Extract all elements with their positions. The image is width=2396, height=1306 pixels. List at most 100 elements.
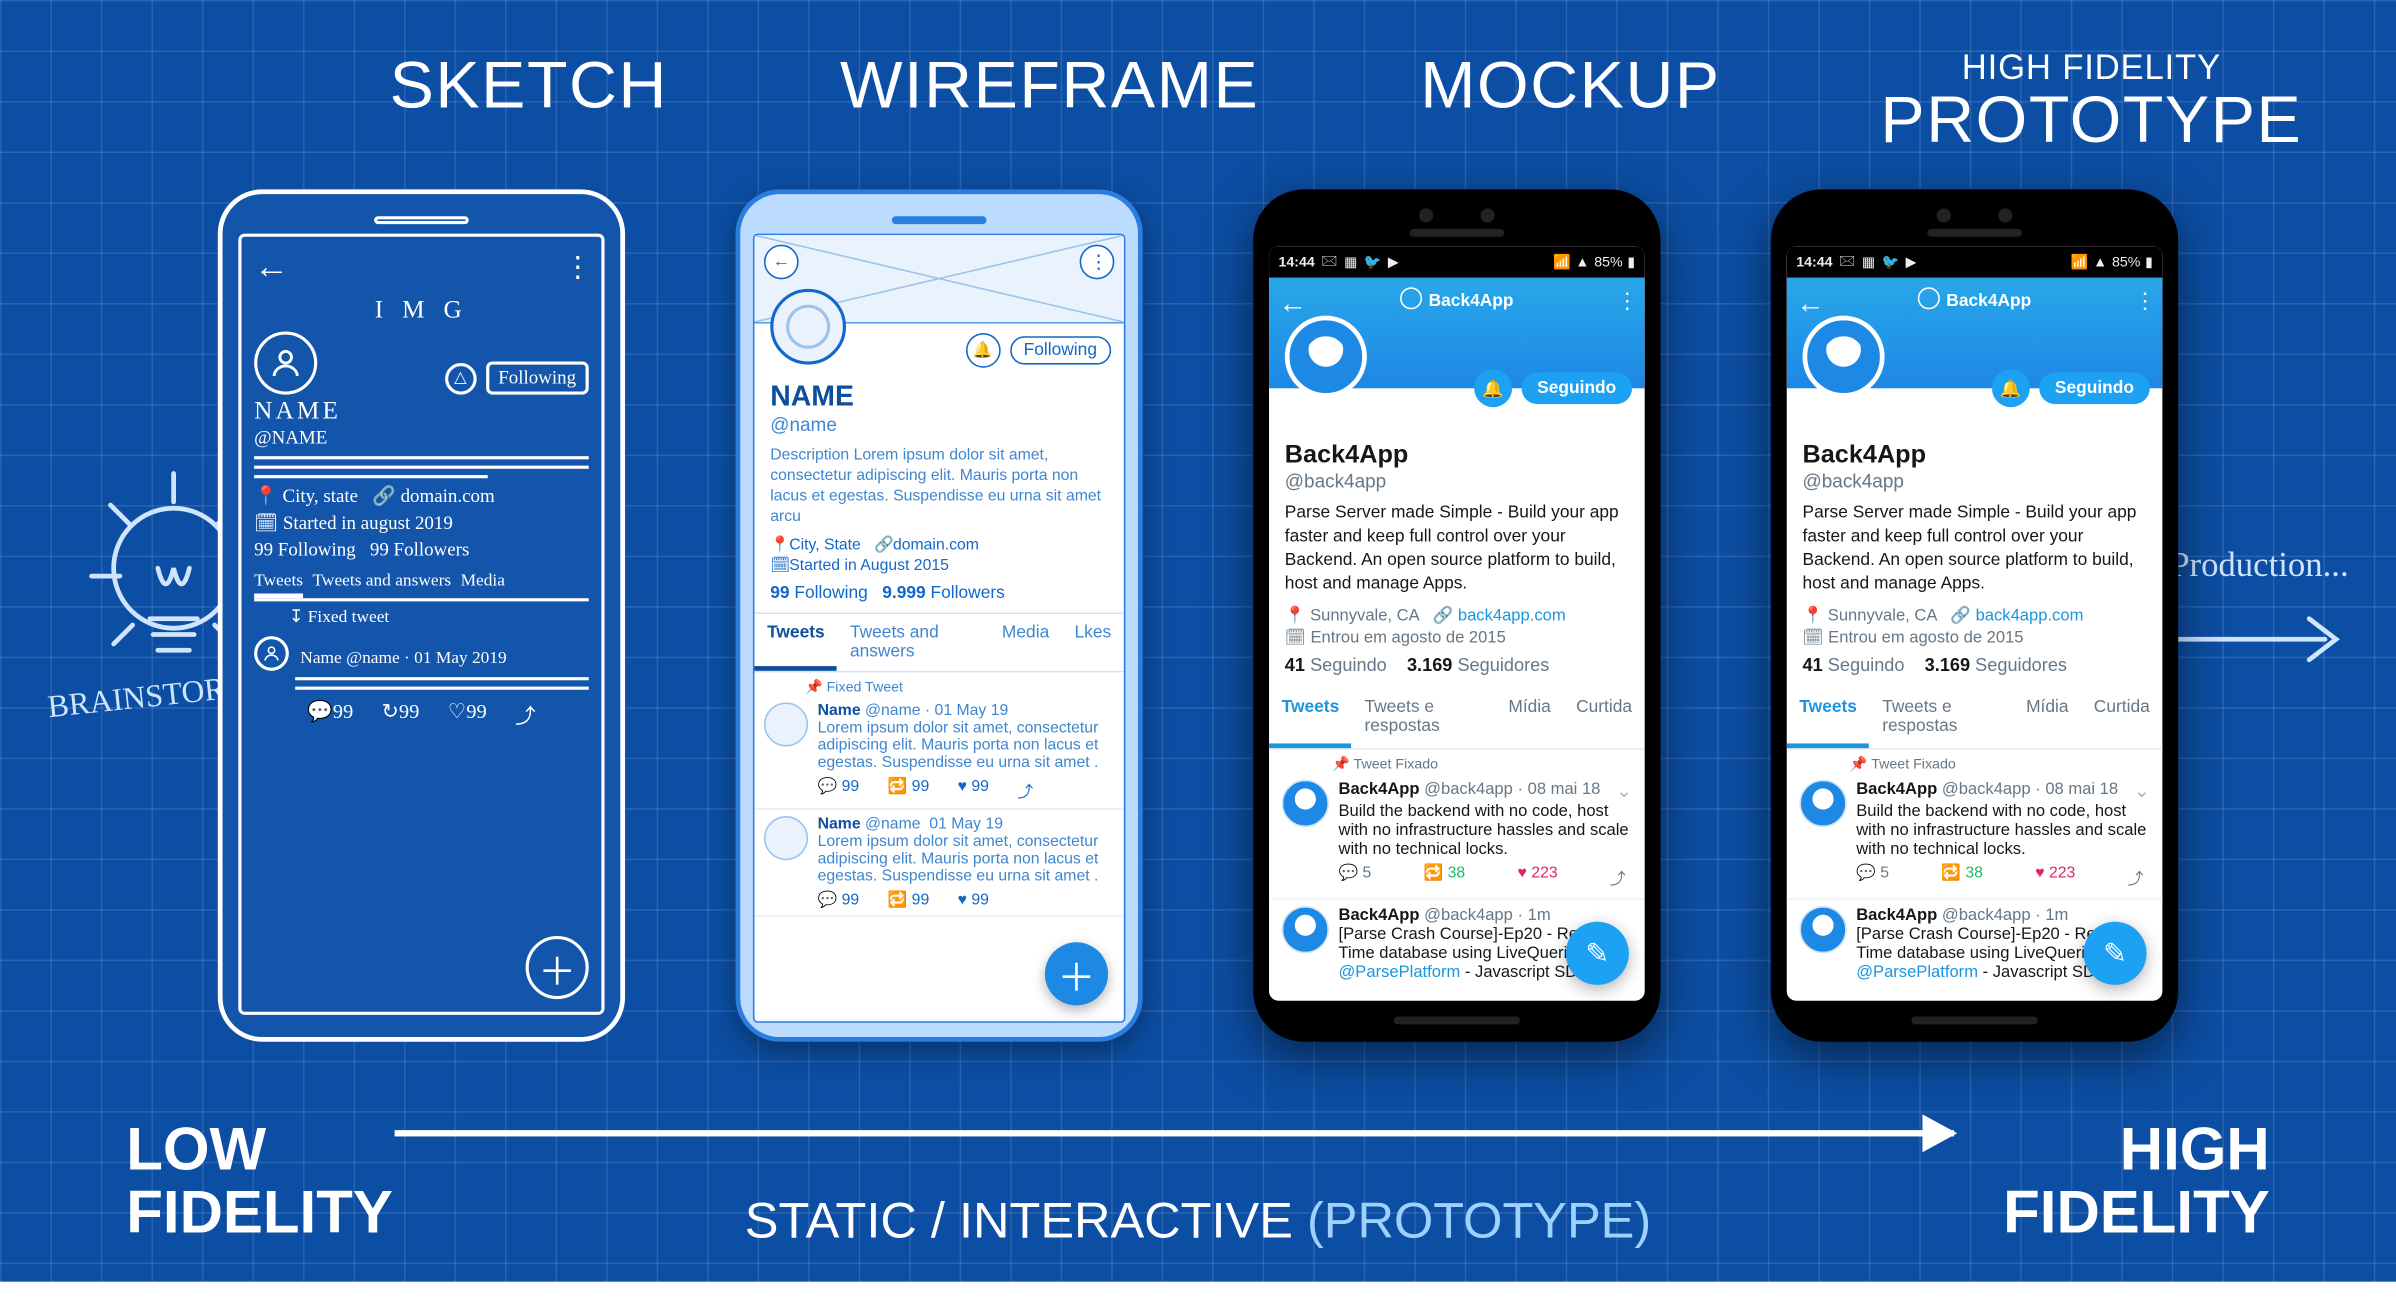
tweet[interactable]: Back4App @back4app · 08 mai 18⌄ Build th… <box>1269 774 1645 900</box>
tab-answers[interactable]: Tweets and answers <box>837 614 989 671</box>
banner-placeholder: I M G <box>254 297 589 325</box>
more-icon[interactable]: ⋮ <box>563 250 588 283</box>
chevron-down-icon[interactable]: ⌄ <box>2134 780 2150 802</box>
back-icon[interactable]: ← <box>1796 287 1824 320</box>
compose-fab[interactable]: ＋ <box>526 936 589 999</box>
tweet-avatar[interactable] <box>764 816 808 860</box>
retweet-icon[interactable]: 🔁 99 <box>888 892 930 909</box>
bell-icon[interactable]: 🔔 <box>965 333 1000 368</box>
meta-started: Entrou em agosto de 2015 <box>1828 629 2023 648</box>
retweet-icon[interactable]: 🔁 38 <box>1941 866 1983 890</box>
avatar[interactable] <box>254 331 317 394</box>
reply-icon[interactable]: 💬 99 <box>818 892 860 909</box>
meta-started: Entrou em agosto de 2015 <box>1310 629 1505 648</box>
like-icon[interactable]: ♥ 223 <box>2035 866 2075 890</box>
tab-replies[interactable]: Tweets e respostas <box>1870 686 2014 749</box>
share-icon[interactable]: ⤴ <box>1610 866 1626 890</box>
tab-tweets[interactable]: Tweets <box>1269 686 1352 749</box>
bell-icon[interactable]: 🔔 <box>1992 369 2030 407</box>
avatar[interactable] <box>770 289 846 365</box>
tweet-avatar[interactable] <box>764 702 808 746</box>
reply-icon[interactable]: 💬 5 <box>1338 866 1371 890</box>
profile-handle: @back4app <box>1803 470 2147 492</box>
following-button[interactable]: Seguindo <box>2039 373 2150 405</box>
banner-brand: Back4App <box>1787 278 2163 311</box>
tweet[interactable]: Name @name · 01 May 19 Lorem ipsum dolor… <box>754 696 1123 810</box>
tweet[interactable]: Name @name 01 May 19 Lorem ipsum dolor s… <box>754 810 1123 917</box>
stat-followers[interactable]: 99 Followers <box>370 538 469 560</box>
like-icon[interactable]: ♡99 <box>448 699 487 729</box>
like-icon[interactable]: ♥ 223 <box>1518 866 1558 890</box>
tab-likes[interactable]: Curtida <box>2081 686 2162 749</box>
heading-sketch: SKETCH <box>390 47 668 121</box>
compose-fab[interactable]: ＋ <box>1045 942 1108 1005</box>
retweet-icon[interactable]: ↻99 <box>382 699 420 729</box>
tab-media[interactable]: Media <box>461 571 505 598</box>
meta-started: Started in August 2015 <box>789 557 949 574</box>
more-icon[interactable]: ⋮ <box>1080 245 1115 280</box>
compose-fab[interactable]: ✎ <box>2083 922 2146 985</box>
meta-link[interactable]: 🔗 domain.com <box>372 485 494 507</box>
tab-media[interactable]: Mídia <box>1496 686 1564 749</box>
tweet-avatar[interactable] <box>1282 907 1329 954</box>
phone-sketch: ← ⋮ I M G △ Following NAME @NA <box>218 189 625 1041</box>
banner-brand: Back4App <box>1269 278 1645 311</box>
reply-icon[interactable]: 💬 5 <box>1856 866 1889 890</box>
tweet[interactable]: Back4App @back4app · 08 mai 18⌄ Build th… <box>1787 774 2163 900</box>
more-icon[interactable]: ⋮ <box>2134 287 2153 314</box>
pinned-label: 📌 Fixed Tweet <box>754 672 1123 696</box>
share-icon[interactable]: ⤴ <box>2128 866 2144 890</box>
tweet-body: Build the backend with no code, host wit… <box>1338 802 1632 859</box>
like-icon[interactable]: ♥ 99 <box>958 778 989 802</box>
share-icon[interactable]: ⤴ <box>515 699 536 729</box>
profile-handle: @name <box>770 414 1108 436</box>
chevron-down-icon[interactable]: ⌄ <box>1616 780 1632 802</box>
mention-link[interactable]: @ParsePlatform <box>1338 963 1460 982</box>
avatar[interactable] <box>1803 316 1885 398</box>
reply-icon[interactable]: 💬 99 <box>818 778 860 802</box>
following-button[interactable]: Following <box>1009 336 1111 364</box>
fidelity-arrow <box>395 1130 1954 1136</box>
following-button[interactable]: Following <box>486 361 589 394</box>
avatar[interactable] <box>1285 316 1367 398</box>
tab-answers[interactable]: Tweets and answers <box>313 571 452 598</box>
tab-media[interactable]: Media <box>989 614 1062 671</box>
profile-name: Back4App <box>1285 442 1629 470</box>
meta-link[interactable]: back4app.com <box>1976 607 2084 626</box>
tab-likes[interactable]: Lkes <box>1062 614 1124 671</box>
meta-link[interactable]: back4app.com <box>1458 607 1566 626</box>
like-icon[interactable]: ♥ 99 <box>958 892 989 909</box>
retweet-icon[interactable]: 🔁 99 <box>888 778 930 802</box>
profile-desc: Description Lorem ipsum dolor sit amet, … <box>770 445 1108 527</box>
tab-media[interactable]: Mídia <box>2013 686 2081 749</box>
following-button[interactable]: Seguindo <box>1521 373 1632 405</box>
tab-tweets[interactable]: Tweets <box>1787 686 1870 749</box>
tab-tweets[interactable]: Tweets <box>254 571 303 598</box>
meta-started: 🗓 Started in august 2019 <box>254 511 589 535</box>
compose-fab[interactable]: ✎ <box>1566 922 1629 985</box>
meta-link[interactable]: domain.com <box>893 537 979 554</box>
tweet-avatar[interactable] <box>1282 780 1329 827</box>
tweet-avatar[interactable] <box>1799 907 1846 954</box>
heading-wireframe: WIREFRAME <box>840 47 1259 121</box>
tweet-avatar[interactable] <box>254 636 289 671</box>
retweet-icon[interactable]: 🔁 38 <box>1424 866 1466 890</box>
back-icon[interactable]: ← <box>764 245 799 280</box>
pinned-label: 📌 Tweet Fixado <box>1787 750 2163 774</box>
tab-likes[interactable]: Curtida <box>1563 686 1644 749</box>
profile-name: Back4App <box>1803 442 2147 470</box>
pinned-label: ↧ Fixed tweet <box>289 606 589 627</box>
share-icon[interactable]: ⤴ <box>1017 778 1033 802</box>
mention-link[interactable]: @ParsePlatform <box>1856 963 1978 982</box>
tab-replies[interactable]: Tweets e respostas <box>1352 686 1496 749</box>
more-icon[interactable]: ⋮ <box>1616 287 1635 314</box>
back-icon[interactable]: ← <box>254 246 289 287</box>
tab-tweets[interactable]: Tweets <box>754 614 837 671</box>
tweet-avatar[interactable] <box>1799 780 1846 827</box>
profile-name: NAME <box>254 398 589 426</box>
bell-icon[interactable]: △ <box>445 362 477 394</box>
stat-following[interactable]: 99 Following <box>254 538 356 560</box>
bell-icon[interactable]: 🔔 <box>1474 369 1512 407</box>
back-icon[interactable]: ← <box>1278 287 1306 320</box>
reply-icon[interactable]: 💬99 <box>307 699 353 729</box>
